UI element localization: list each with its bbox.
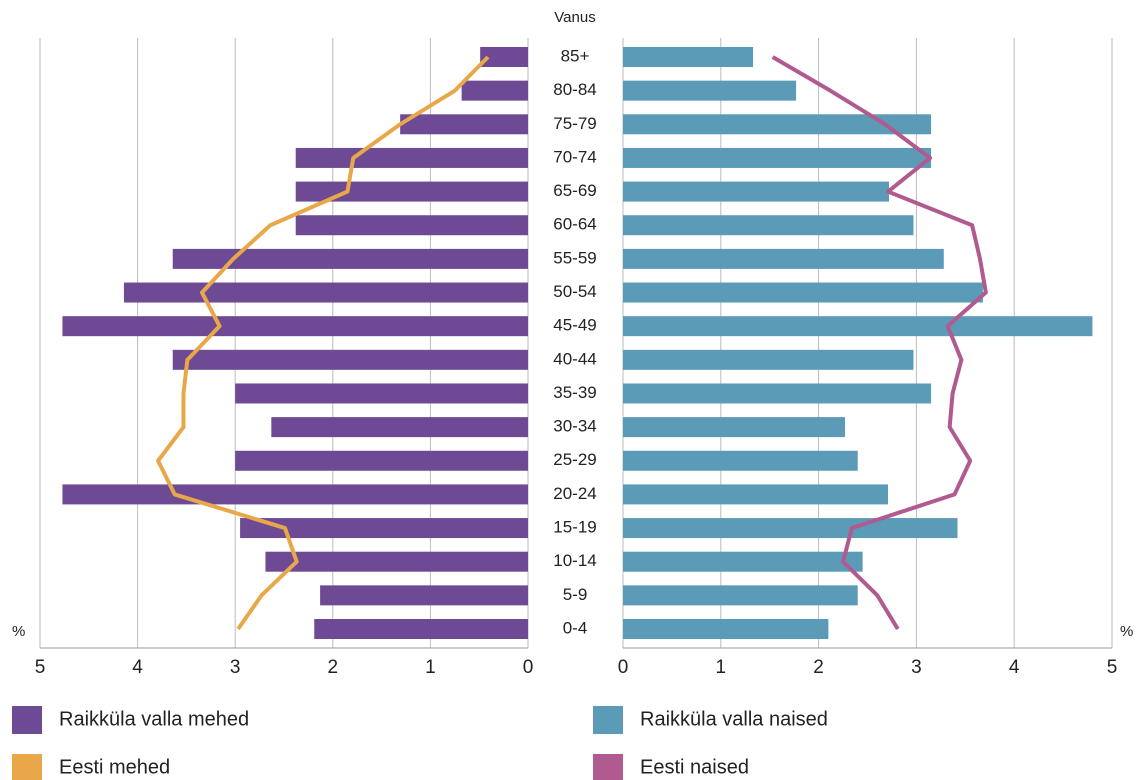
category-label: 40-44 xyxy=(553,349,596,368)
bar xyxy=(295,215,528,236)
bar xyxy=(172,349,528,370)
bar xyxy=(271,417,528,438)
bar xyxy=(623,349,914,370)
bar xyxy=(461,80,528,101)
category-label: 65-69 xyxy=(553,181,596,200)
category-label: 0-4 xyxy=(563,618,588,637)
bar xyxy=(62,484,529,505)
bar xyxy=(320,585,528,606)
category-label: 70-74 xyxy=(553,147,596,166)
category-label: 15-19 xyxy=(553,518,596,537)
bar xyxy=(123,282,528,303)
legend-swatch xyxy=(12,754,42,780)
bar xyxy=(623,147,932,168)
category-label: 80-84 xyxy=(553,80,596,99)
x-tick-label: 5 xyxy=(1107,657,1118,678)
x-tick-label: 0 xyxy=(618,657,629,678)
category-label: 25-29 xyxy=(553,450,596,469)
bar xyxy=(314,619,528,639)
x-tick-label: 2 xyxy=(328,657,339,678)
bar xyxy=(62,316,529,337)
line xyxy=(156,55,490,631)
bar xyxy=(623,551,863,572)
category-label: 50-54 xyxy=(553,282,596,301)
x-unit-label: % xyxy=(12,623,25,640)
bar xyxy=(623,619,829,639)
legend-label: Raikküla valla naised xyxy=(640,708,828,730)
x-tick-label: 0 xyxy=(523,657,534,678)
legend-swatch xyxy=(593,754,623,780)
legend-swatch xyxy=(593,706,623,734)
category-label: 45-49 xyxy=(553,316,596,335)
category-label: 10-14 xyxy=(553,551,596,570)
bar xyxy=(623,282,983,303)
bar xyxy=(235,450,528,471)
legend-label: Eesti naised xyxy=(640,756,749,778)
bar xyxy=(623,80,797,101)
x-unit-label: % xyxy=(1120,623,1133,640)
category-label: 35-39 xyxy=(553,383,596,402)
x-tick-label: 4 xyxy=(1009,657,1020,678)
bar xyxy=(623,417,846,438)
legend-label: Raikküla valla mehed xyxy=(59,708,249,730)
x-tick-label: 3 xyxy=(230,657,241,678)
bar xyxy=(623,215,914,236)
x-tick-label: 5 xyxy=(35,657,46,678)
bar xyxy=(623,114,932,135)
bar xyxy=(623,383,932,404)
bar xyxy=(623,450,858,471)
bar xyxy=(295,181,528,202)
category-label: 20-24 xyxy=(553,484,596,503)
category-label: 85+ xyxy=(561,46,590,65)
bar xyxy=(295,147,528,168)
bar xyxy=(623,47,754,67)
legend-swatch xyxy=(12,706,42,734)
category-label: 75-79 xyxy=(553,114,596,133)
bar xyxy=(623,484,889,505)
bar xyxy=(400,114,528,135)
bar xyxy=(623,316,1093,337)
legend-label: Eesti mehed xyxy=(59,756,170,778)
line xyxy=(771,55,988,631)
chart-title: Vanus xyxy=(554,9,595,26)
category-label: 5-9 xyxy=(563,585,588,604)
bar xyxy=(265,551,528,572)
category-label: 60-64 xyxy=(553,215,596,234)
bar xyxy=(623,248,944,269)
bar xyxy=(172,248,528,269)
bar xyxy=(623,518,958,539)
bar xyxy=(623,181,890,202)
bar xyxy=(235,383,528,404)
bar xyxy=(480,47,528,67)
x-tick-label: 3 xyxy=(911,657,922,678)
category-label: 55-59 xyxy=(553,248,596,267)
bar xyxy=(240,518,528,539)
x-tick-label: 4 xyxy=(132,657,143,678)
x-tick-label: 1 xyxy=(716,657,727,678)
x-tick-label: 1 xyxy=(425,657,436,678)
bar xyxy=(623,585,858,606)
x-tick-label: 2 xyxy=(813,657,824,678)
category-label: 30-34 xyxy=(553,417,596,436)
